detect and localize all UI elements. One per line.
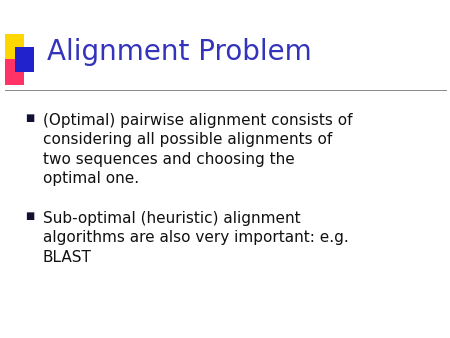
FancyBboxPatch shape [15, 47, 34, 72]
Text: Sub-optimal (heuristic) alignment
algorithms are also very important: e.g.
BLAST: Sub-optimal (heuristic) alignment algori… [43, 211, 348, 265]
FancyBboxPatch shape [5, 34, 24, 59]
FancyBboxPatch shape [5, 59, 24, 84]
Text: (Optimal) pairwise alignment consists of
considering all possible alignments of
: (Optimal) pairwise alignment consists of… [43, 113, 352, 186]
Text: ■: ■ [25, 113, 34, 123]
Text: ■: ■ [25, 211, 34, 221]
Text: Alignment Problem: Alignment Problem [47, 39, 312, 66]
